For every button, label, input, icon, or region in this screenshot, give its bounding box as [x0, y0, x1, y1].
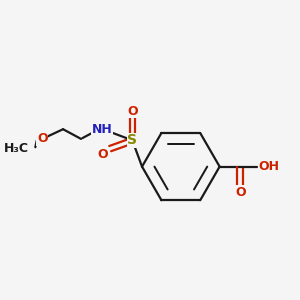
- Text: O: O: [127, 105, 138, 118]
- Text: OH: OH: [258, 160, 279, 173]
- Text: H₃C: H₃C: [3, 142, 29, 155]
- Text: NH: NH: [92, 123, 112, 136]
- Text: S: S: [127, 133, 137, 147]
- Text: O: O: [235, 186, 246, 199]
- Text: O: O: [37, 132, 48, 146]
- Text: O: O: [97, 148, 108, 161]
